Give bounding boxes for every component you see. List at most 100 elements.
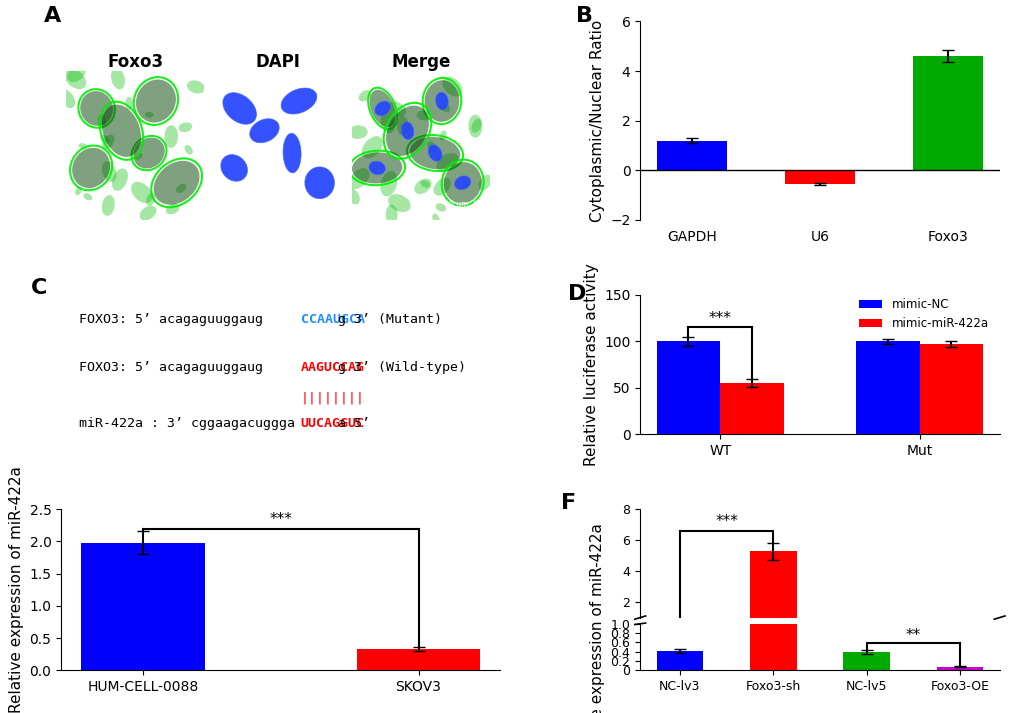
Title: Foxo3: Foxo3 — [107, 53, 163, 71]
Text: CCAAUGCA: CCAAUGCA — [301, 314, 364, 327]
Bar — [843, 652, 889, 670]
Ellipse shape — [359, 90, 371, 101]
Ellipse shape — [67, 64, 86, 82]
Text: ***: *** — [714, 514, 738, 529]
Ellipse shape — [102, 135, 114, 149]
Ellipse shape — [145, 112, 153, 118]
Ellipse shape — [84, 193, 92, 200]
Ellipse shape — [362, 136, 382, 158]
Ellipse shape — [102, 195, 115, 216]
Ellipse shape — [250, 119, 279, 143]
Ellipse shape — [140, 205, 156, 220]
Y-axis label: Relative expression of miR-422a: Relative expression of miR-422a — [589, 523, 604, 713]
Ellipse shape — [102, 161, 116, 182]
Ellipse shape — [439, 101, 449, 113]
Text: UUCAGGUC: UUCAGGUC — [301, 416, 364, 430]
Bar — [656, 140, 727, 170]
Ellipse shape — [146, 193, 155, 206]
Bar — [935, 667, 982, 670]
Ellipse shape — [345, 188, 360, 205]
Ellipse shape — [186, 81, 205, 93]
Text: D: D — [568, 284, 586, 304]
Ellipse shape — [468, 115, 482, 138]
Text: **: ** — [905, 628, 920, 643]
Ellipse shape — [102, 105, 141, 157]
Ellipse shape — [222, 93, 256, 124]
Ellipse shape — [380, 171, 397, 196]
Bar — [855, 342, 918, 434]
Text: A: A — [44, 6, 61, 26]
Bar — [719, 383, 784, 434]
Bar — [656, 651, 702, 670]
Text: AAGUCCAG: AAGUCCAG — [301, 361, 364, 374]
Bar — [912, 56, 982, 170]
Ellipse shape — [436, 153, 459, 172]
Ellipse shape — [442, 76, 462, 97]
Text: FOXO3: 5’ acagaguuggaug: FOXO3: 5’ acagaguuggaug — [78, 361, 263, 374]
Bar — [784, 170, 854, 184]
Ellipse shape — [100, 135, 110, 144]
Ellipse shape — [369, 90, 395, 127]
Ellipse shape — [220, 155, 248, 181]
Text: miR-422a : 3’ cggaagacuggga: miR-422a : 3’ cggaagacuggga — [78, 416, 294, 430]
Text: ||||||||: |||||||| — [301, 391, 364, 404]
Ellipse shape — [386, 106, 429, 156]
Ellipse shape — [396, 116, 409, 136]
Ellipse shape — [131, 182, 152, 203]
Ellipse shape — [369, 161, 385, 175]
Ellipse shape — [478, 175, 491, 190]
Y-axis label: Cytoplasmic/Nuclear Ratio: Cytoplasmic/Nuclear Ratio — [589, 19, 604, 222]
Y-axis label: Relative expression of miR-422a: Relative expression of miR-422a — [9, 466, 23, 713]
Title: Merge: Merge — [391, 53, 450, 71]
Ellipse shape — [385, 205, 397, 225]
Bar — [843, 627, 889, 633]
Ellipse shape — [380, 111, 394, 133]
Ellipse shape — [347, 125, 367, 139]
Text: g 3’ (Mutant): g 3’ (Mutant) — [338, 314, 442, 327]
Ellipse shape — [281, 88, 317, 114]
Title: DAPI: DAPI — [256, 53, 301, 71]
Ellipse shape — [81, 91, 113, 125]
Text: ***: *** — [269, 512, 292, 527]
Bar — [749, 551, 796, 633]
Ellipse shape — [432, 214, 439, 224]
Ellipse shape — [400, 122, 414, 140]
Ellipse shape — [388, 101, 406, 116]
Ellipse shape — [443, 162, 481, 204]
Legend: mimic-NC, mimic-miR-422a: mimic-NC, mimic-miR-422a — [853, 294, 993, 335]
Text: FOXO3: 5’ acagaguuggaug: FOXO3: 5’ acagaguuggaug — [78, 314, 263, 327]
Bar — [749, 424, 796, 670]
Bar — [82, 543, 205, 670]
Ellipse shape — [176, 184, 186, 193]
Ellipse shape — [166, 203, 179, 215]
Text: B: B — [575, 6, 592, 26]
Ellipse shape — [435, 92, 447, 110]
Ellipse shape — [428, 145, 441, 161]
Ellipse shape — [410, 137, 460, 169]
Ellipse shape — [75, 186, 82, 195]
Ellipse shape — [375, 101, 390, 116]
Ellipse shape — [387, 194, 411, 212]
Ellipse shape — [305, 167, 334, 199]
Ellipse shape — [133, 138, 165, 168]
Ellipse shape — [417, 111, 431, 120]
Ellipse shape — [178, 123, 192, 132]
Ellipse shape — [454, 176, 471, 190]
Ellipse shape — [154, 161, 200, 205]
Ellipse shape — [125, 97, 132, 110]
Text: a 5’: a 5’ — [338, 416, 370, 430]
Ellipse shape — [439, 130, 446, 140]
Bar — [357, 649, 480, 670]
Ellipse shape — [282, 133, 301, 173]
Text: 0 μm 25: 0 μm 25 — [448, 200, 480, 209]
Ellipse shape — [352, 153, 401, 183]
Text: C: C — [31, 278, 47, 298]
Ellipse shape — [59, 89, 75, 108]
Bar — [918, 344, 982, 434]
Ellipse shape — [471, 119, 481, 133]
Ellipse shape — [184, 145, 193, 155]
Text: g 3’ (Wild-type): g 3’ (Wild-type) — [338, 361, 466, 374]
Ellipse shape — [164, 125, 178, 148]
Ellipse shape — [420, 180, 430, 188]
Ellipse shape — [111, 68, 125, 89]
